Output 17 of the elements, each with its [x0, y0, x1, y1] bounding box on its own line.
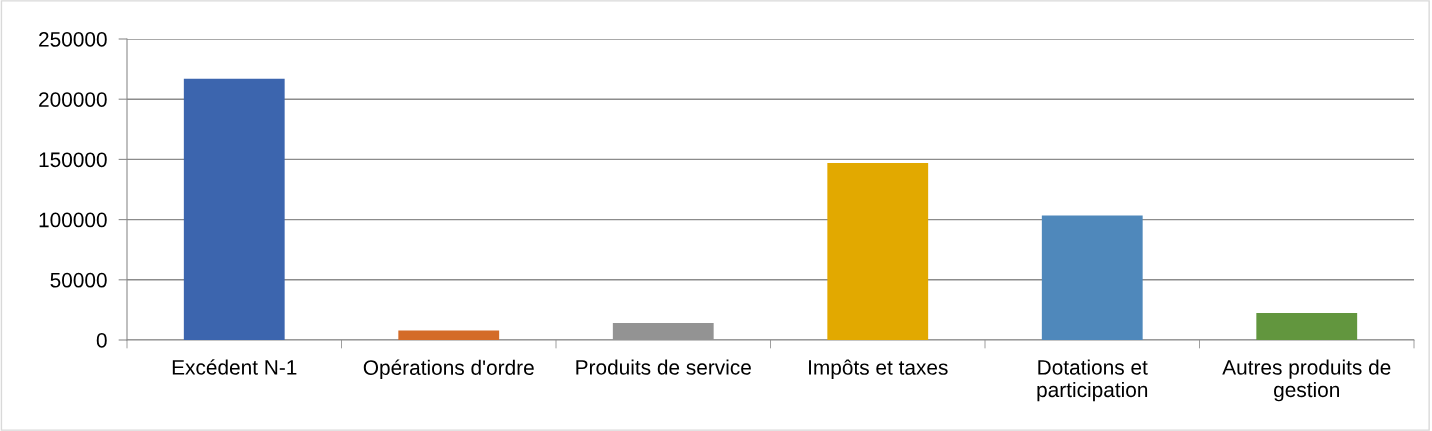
x-tick-label: Dotations et participation	[1037, 359, 1148, 402]
y-tick-label: 50000	[50, 272, 107, 288]
bar	[1041, 215, 1143, 340]
bar	[827, 163, 929, 340]
x-tick-label: Autres produits de gestion	[1222, 359, 1391, 402]
x-tick-label: Impôts et taxes	[809, 359, 948, 379]
x-tick-label: Excédent N-1	[172, 359, 297, 375]
y-tick-label: 0	[96, 333, 107, 348]
x-tick-label: Opérations d'ordre	[363, 359, 534, 380]
y-tick-label: 200000	[39, 92, 107, 107]
y-tick-label: 100000	[39, 212, 107, 228]
y-tick-label: 150000	[39, 152, 107, 168]
bar	[398, 330, 500, 340]
y-tick-label: 250000	[39, 32, 107, 47]
x-tick-label: Produits de service	[576, 359, 751, 375]
bar	[1256, 313, 1358, 340]
bar	[183, 78, 285, 340]
